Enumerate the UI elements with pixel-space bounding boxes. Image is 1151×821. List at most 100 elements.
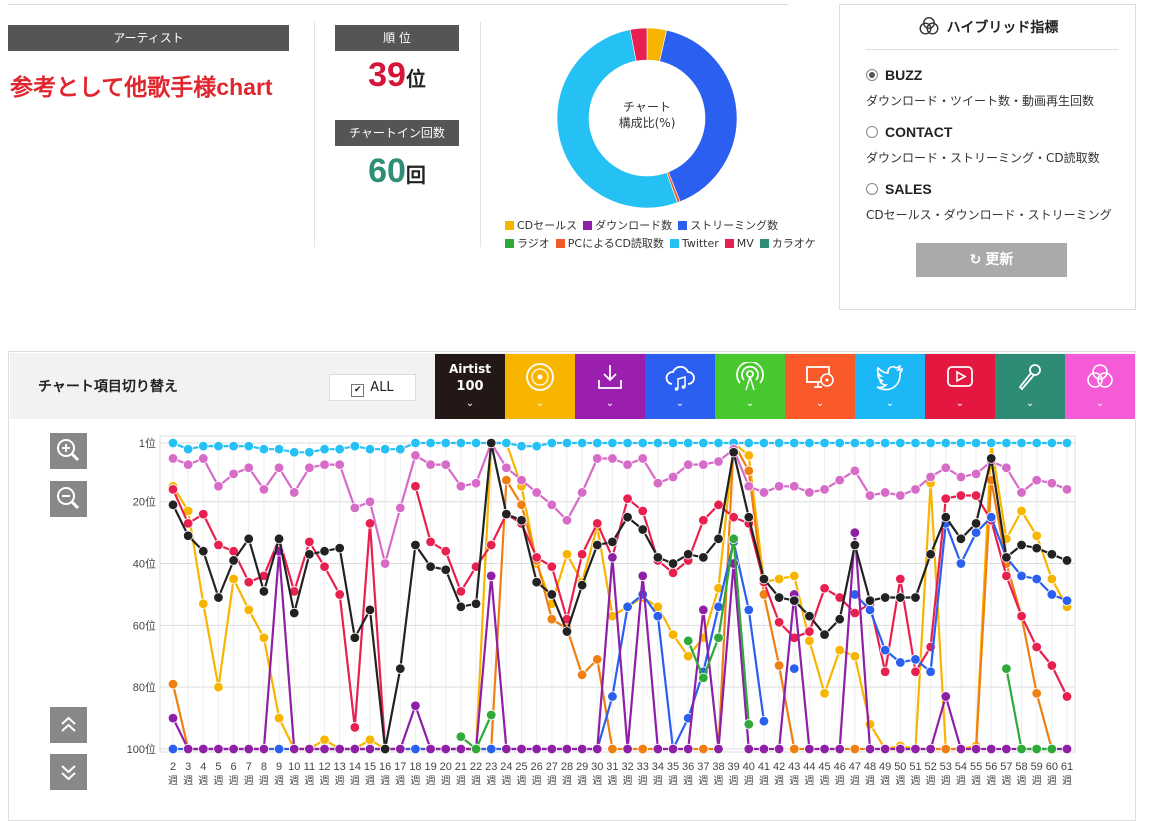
data-point[interactable] <box>213 539 224 551</box>
data-point[interactable] <box>925 743 936 755</box>
data-point[interactable] <box>1046 437 1058 449</box>
data-point[interactable] <box>986 437 997 449</box>
data-point[interactable] <box>440 459 451 470</box>
data-point[interactable] <box>561 437 573 449</box>
data-point[interactable] <box>879 743 891 755</box>
data-point[interactable] <box>652 610 664 622</box>
data-point[interactable] <box>470 743 482 755</box>
data-point[interactable] <box>561 549 573 560</box>
data-point[interactable] <box>364 496 376 507</box>
data-point[interactable] <box>592 437 603 449</box>
data-point[interactable] <box>925 549 936 560</box>
data-point[interactable] <box>516 499 527 511</box>
data-point[interactable] <box>228 573 239 585</box>
data-point[interactable] <box>319 459 330 470</box>
data-point[interactable] <box>1046 477 1058 489</box>
data-point[interactable] <box>1061 437 1073 449</box>
data-point[interactable] <box>198 545 209 557</box>
data-point[interactable] <box>773 437 785 449</box>
data-point[interactable] <box>1031 688 1042 699</box>
data-point[interactable] <box>425 561 436 572</box>
data-point[interactable] <box>1046 573 1058 585</box>
data-point[interactable] <box>864 719 876 730</box>
data-point[interactable] <box>182 743 194 755</box>
data-point[interactable] <box>637 570 648 582</box>
data-point[interactable] <box>364 734 376 745</box>
data-point[interactable] <box>849 607 861 619</box>
data-point[interactable] <box>773 592 785 603</box>
data-point[interactable] <box>834 613 845 625</box>
data-point[interactable] <box>819 484 830 495</box>
tab-radio[interactable]: ⌄ <box>715 354 785 419</box>
data-point[interactable] <box>410 481 421 492</box>
data-point[interactable] <box>213 592 224 603</box>
data-point[interactable] <box>667 471 679 483</box>
data-point[interactable] <box>895 437 906 449</box>
data-point[interactable] <box>622 459 633 470</box>
data-point[interactable] <box>410 539 421 551</box>
tab-pc-cd-read[interactable]: ⌄ <box>785 354 855 419</box>
tab-hybrid[interactable]: ⌄ <box>1065 354 1135 419</box>
data-point[interactable] <box>576 743 588 755</box>
data-point[interactable] <box>1001 663 1012 674</box>
data-point[interactable] <box>607 691 618 702</box>
data-point[interactable] <box>1031 437 1042 449</box>
data-point[interactable] <box>637 743 648 755</box>
data-point[interactable] <box>910 592 921 603</box>
data-point[interactable] <box>713 437 724 449</box>
data-point[interactable] <box>940 462 951 473</box>
data-point[interactable] <box>546 499 558 511</box>
data-point[interactable] <box>773 573 785 585</box>
data-point[interactable] <box>273 712 285 724</box>
data-point[interactable] <box>1061 555 1073 566</box>
data-point[interactable] <box>1016 610 1027 622</box>
data-point[interactable] <box>395 443 406 455</box>
data-point[interactable] <box>713 632 724 643</box>
data-point[interactable] <box>531 552 542 563</box>
data-point[interactable] <box>849 465 861 477</box>
data-point[interactable] <box>243 440 254 452</box>
data-point[interactable] <box>167 712 179 724</box>
data-point[interactable] <box>546 561 558 572</box>
data-point[interactable] <box>561 515 573 526</box>
data-point[interactable] <box>758 715 770 727</box>
data-point[interactable] <box>470 598 482 609</box>
radio-buzz[interactable]: BUZZ <box>866 67 922 83</box>
data-point[interactable] <box>228 468 239 480</box>
data-point[interactable] <box>955 490 967 501</box>
data-point[interactable] <box>319 743 330 755</box>
data-point[interactable] <box>243 533 254 545</box>
tab-streaming[interactable]: ⌄ <box>645 354 715 419</box>
data-point[interactable] <box>410 437 421 449</box>
data-point[interactable] <box>773 660 785 671</box>
zoom-in-button[interactable] <box>50 433 87 469</box>
data-point[interactable] <box>425 743 436 755</box>
data-point[interactable] <box>379 743 391 755</box>
data-point[interactable] <box>955 471 967 483</box>
data-point[interactable] <box>258 443 270 455</box>
checkbox-checked-icon[interactable]: ✔ <box>351 384 365 397</box>
data-point[interactable] <box>1046 743 1058 755</box>
data-point[interactable] <box>864 743 876 755</box>
data-point[interactable] <box>819 437 830 449</box>
data-point[interactable] <box>698 515 709 526</box>
data-point[interactable] <box>470 437 482 449</box>
data-point[interactable] <box>501 474 512 486</box>
radio-contact[interactable]: CONTACT <box>866 124 952 140</box>
data-point[interactable] <box>864 595 876 606</box>
data-point[interactable] <box>970 490 982 501</box>
data-point[interactable] <box>940 691 951 702</box>
data-point[interactable] <box>1001 743 1012 755</box>
data-point[interactable] <box>804 610 815 622</box>
data-point[interactable] <box>682 635 694 647</box>
data-point[interactable] <box>986 743 997 755</box>
data-point[interactable] <box>576 437 588 449</box>
data-point[interactable] <box>789 570 800 582</box>
data-point[interactable] <box>743 511 754 523</box>
data-point[interactable] <box>304 447 315 458</box>
data-point[interactable] <box>698 672 709 684</box>
data-point[interactable] <box>895 573 906 585</box>
data-point[interactable] <box>258 632 270 643</box>
data-point[interactable] <box>698 437 709 449</box>
data-point[interactable] <box>819 743 830 755</box>
